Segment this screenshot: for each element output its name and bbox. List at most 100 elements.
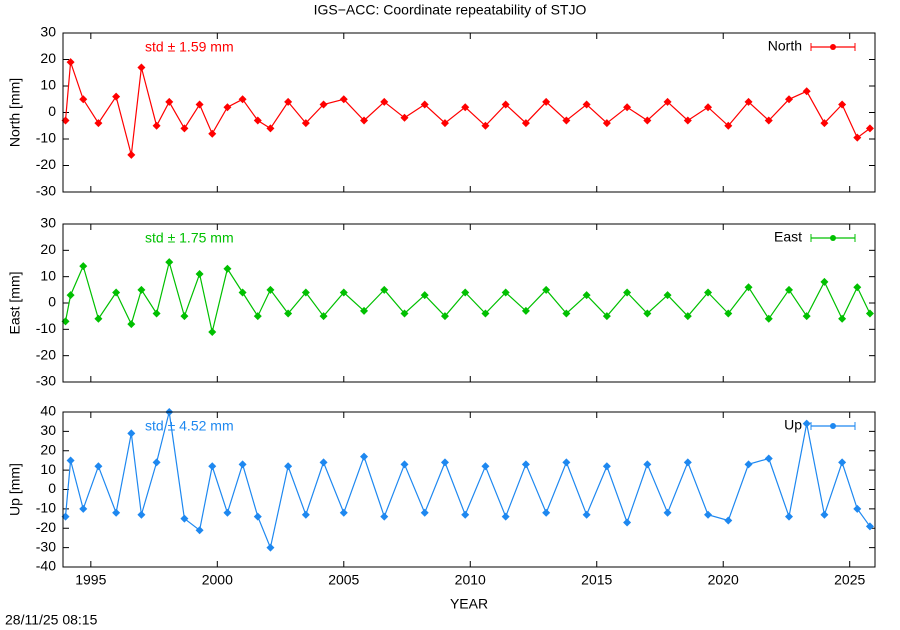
x-tick-label: 2020: [708, 572, 739, 588]
data-point: [784, 512, 793, 521]
plot-frame: [62, 411, 876, 568]
data-point: [94, 462, 103, 471]
data-point: [802, 87, 811, 96]
data-point: [683, 312, 692, 321]
data-point: [66, 291, 75, 300]
data-point: [66, 58, 75, 67]
annotation: std ± 1.59 mm: [145, 39, 234, 55]
y-tick-label: 0: [48, 480, 56, 496]
data-point: [266, 543, 275, 552]
data-point: [744, 283, 753, 292]
data-point: [180, 124, 189, 133]
data-point: [360, 452, 369, 461]
annotation: std ± 1.75 mm: [145, 230, 234, 246]
data-point: [137, 285, 146, 294]
data-point: [420, 291, 429, 300]
data-point: [400, 309, 409, 318]
data-point: [319, 458, 328, 467]
data-point: [865, 124, 874, 133]
data-point: [820, 119, 829, 128]
data-point: [238, 95, 247, 104]
data-point: [461, 103, 470, 112]
data-point: [764, 314, 773, 323]
data-point: [802, 419, 811, 428]
data-point: [266, 285, 275, 294]
data-point: [643, 116, 652, 125]
y-tick-label: 20: [40, 241, 56, 257]
data-point: [663, 508, 672, 517]
data-point: [602, 119, 611, 128]
data-point: [137, 510, 146, 519]
y-tick-label: 30: [40, 422, 56, 438]
data-point: [152, 309, 161, 318]
y-tick-label: 0: [48, 294, 56, 310]
y-tick-label: -20: [36, 156, 56, 172]
y-tick-label: 0: [48, 103, 56, 119]
data-point: [562, 309, 571, 318]
data-point: [853, 283, 862, 292]
y-tick-label: -20: [36, 519, 56, 535]
data-point: [602, 462, 611, 471]
data-point: [66, 456, 75, 465]
annotation: std ± 4.52 mm: [145, 418, 234, 434]
data-point: [542, 508, 551, 517]
data-point: [744, 460, 753, 469]
data-point: [683, 116, 692, 125]
y-tick-label: 20: [40, 50, 56, 66]
data-point: [521, 460, 530, 469]
y-tick-label: 10: [40, 461, 56, 477]
data-point: [704, 510, 713, 519]
data-point: [253, 312, 262, 321]
y-tick-label: 20: [40, 441, 56, 457]
data-point: [339, 508, 348, 517]
data-point: [643, 460, 652, 469]
data-point: [360, 116, 369, 125]
data-point: [501, 512, 510, 521]
data-point: [764, 454, 773, 463]
data-point: [94, 119, 103, 128]
data-point: [481, 121, 490, 130]
y-tick-label: 30: [40, 24, 56, 40]
x-tick-label: 2005: [328, 572, 359, 588]
data-point: [501, 100, 510, 109]
data-point: [481, 309, 490, 318]
y-axis-label: Up [mm]: [7, 463, 23, 516]
data-point: [284, 97, 293, 106]
data-point: [61, 512, 70, 521]
data-point: [360, 306, 369, 315]
data-point: [461, 510, 470, 519]
data-point: [521, 306, 530, 315]
y-tick-label: 10: [40, 77, 56, 93]
data-point: [582, 291, 591, 300]
data-point: [724, 309, 733, 318]
data-point: [284, 462, 293, 471]
data-point: [420, 508, 429, 517]
data-point: [301, 119, 310, 128]
data-point: [784, 95, 793, 104]
data-point: [784, 285, 793, 294]
data-point: [764, 116, 773, 125]
data-point: [339, 95, 348, 104]
data-point: [152, 458, 161, 467]
data-point: [542, 97, 551, 106]
data-point: [380, 285, 389, 294]
data-point: [683, 458, 692, 467]
data-point: [339, 288, 348, 297]
data-point: [127, 320, 136, 329]
data-point: [180, 312, 189, 321]
data-point: [137, 63, 146, 72]
data-point: [724, 516, 733, 525]
data-point: [238, 460, 247, 469]
data-point: [602, 312, 611, 321]
data-point: [461, 288, 470, 297]
data-point: [253, 116, 262, 125]
y-tick-label: -10: [36, 130, 56, 146]
data-point: [582, 100, 591, 109]
data-point: [724, 121, 733, 130]
data-point: [420, 100, 429, 109]
y-tick-label: -40: [36, 558, 56, 574]
x-tick-label: 2010: [455, 572, 486, 588]
data-point: [820, 510, 829, 519]
data-point: [853, 504, 862, 513]
data-point: [704, 103, 713, 112]
